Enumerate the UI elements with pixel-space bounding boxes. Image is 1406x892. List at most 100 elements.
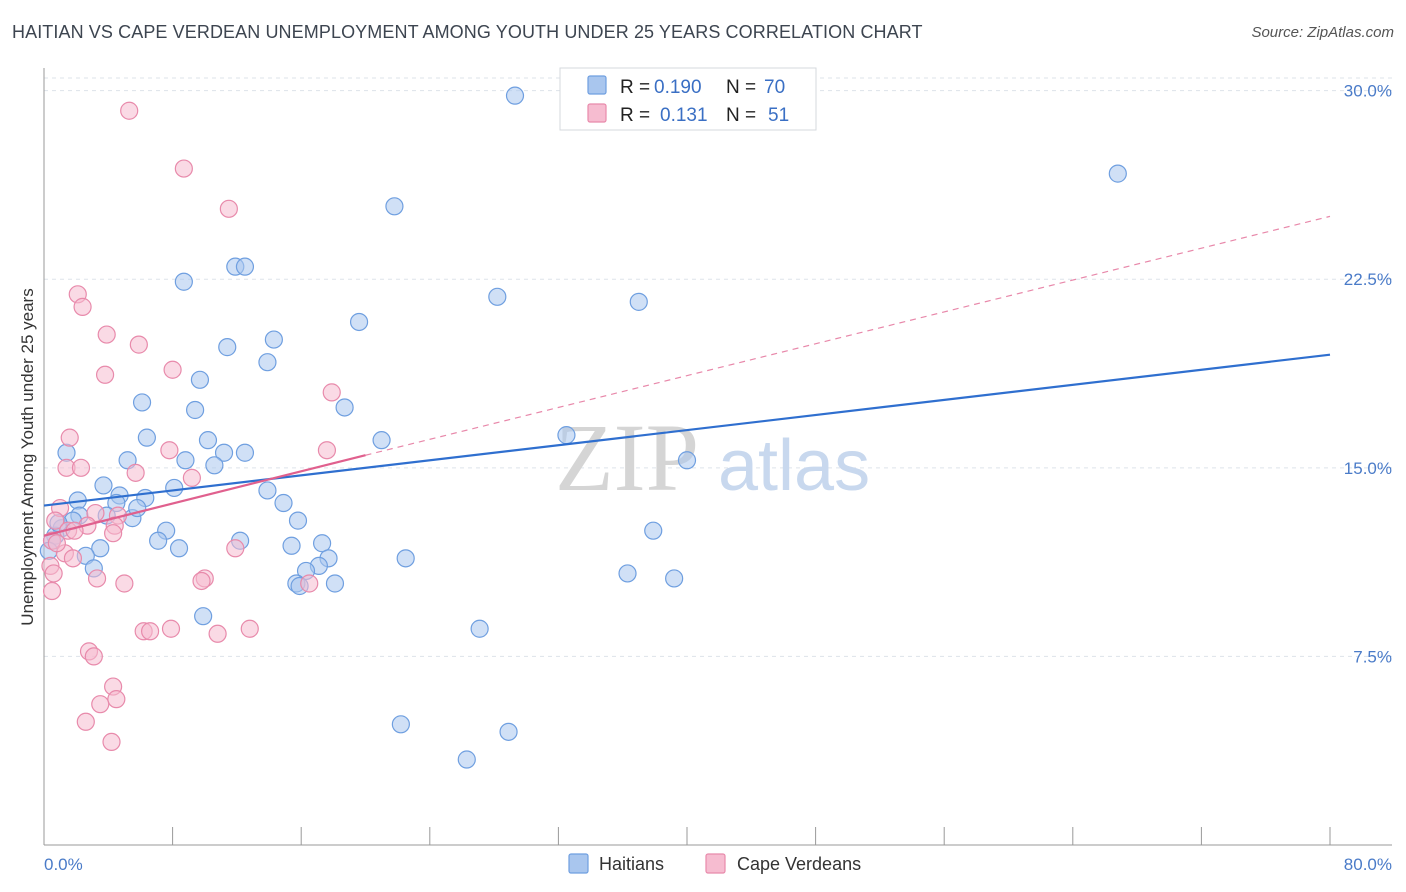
haitian-point xyxy=(137,428,156,447)
haitian-point xyxy=(325,574,345,593)
correlation-legend: R = 0.190 N = 70 R = 0.131 N = 51 xyxy=(559,67,817,131)
cape-verdean-point xyxy=(87,569,107,588)
y-axis-label: Unemployment Among Youth under 25 years xyxy=(18,288,37,625)
cape-verdean-point xyxy=(140,622,160,641)
source-label: Source: ZipAtlas.com xyxy=(1251,24,1394,41)
cape-verdean-point xyxy=(102,732,121,752)
x-tick-label-min: 0.0% xyxy=(44,855,83,874)
cape-verdean-point xyxy=(317,441,337,460)
cape-verdean-point xyxy=(160,441,179,460)
legend-swatch-haitians xyxy=(587,75,607,95)
legend-r-label-2: R = xyxy=(620,105,650,126)
cape-verdean-point xyxy=(240,619,259,638)
grid-lines xyxy=(44,77,1392,657)
haitian-point xyxy=(198,431,218,450)
haitian-point xyxy=(258,481,277,500)
cape-verdean-point xyxy=(208,624,227,643)
series-legend-swatch-haitians xyxy=(568,853,589,874)
haitian-point xyxy=(644,521,663,540)
cape-verdean-point xyxy=(46,511,65,530)
cape-verdean-point xyxy=(60,428,79,447)
haitian-point xyxy=(186,400,205,420)
cape-verdean-point xyxy=(322,383,341,402)
haitian-point xyxy=(488,287,507,306)
haitian-point xyxy=(557,426,576,445)
cape-verdean-point xyxy=(73,297,92,316)
cape-verdean-point xyxy=(76,712,95,731)
cape-verdean-point xyxy=(107,690,126,709)
cape-verdean-point xyxy=(161,619,181,638)
cape-verdean-point xyxy=(226,539,245,558)
haitian-point xyxy=(457,750,476,769)
series-legend-label-cape-verdeans: Cape Verdeans xyxy=(737,854,861,874)
haitian-point xyxy=(264,330,283,349)
cape-verdean-point xyxy=(163,360,182,379)
cape-verdeans-trend-extension xyxy=(365,215,1331,456)
haitian-point xyxy=(335,398,354,417)
haitian-point xyxy=(190,370,210,389)
haitian-point xyxy=(169,539,189,558)
y-tick-label: 22.5% xyxy=(1344,270,1392,289)
legend-n-label-2: N = xyxy=(726,105,756,126)
cape-verdean-point xyxy=(129,335,148,354)
haitian-point xyxy=(57,443,76,462)
haitian-point xyxy=(665,569,684,588)
haitian-point xyxy=(282,536,301,555)
cape-verdean-point xyxy=(95,365,115,384)
haitian-point xyxy=(214,443,234,462)
legend-r-value-2: 0.131 xyxy=(660,105,708,126)
haitian-point xyxy=(176,451,195,470)
haitian-point xyxy=(149,531,168,550)
watermark-zip: ZIP xyxy=(555,404,699,511)
cape-verdean-point xyxy=(42,581,62,601)
haitian-point xyxy=(235,257,255,276)
legend-r-label-1: R = xyxy=(620,77,650,98)
watermark: ZIP atlas xyxy=(555,404,870,511)
legend-swatch-cape-verdeans xyxy=(587,103,607,123)
y-tick-label: 30.0% xyxy=(1344,82,1392,101)
haitian-point xyxy=(677,451,697,470)
cape-verdean-point xyxy=(47,534,66,553)
legend-n-label-1: N = xyxy=(726,77,756,98)
haitian-point xyxy=(396,549,415,568)
series-legend-swatch-cape-verdeans xyxy=(705,853,726,874)
trend-lines xyxy=(43,215,1331,537)
series-legend: Haitians Cape Verdeans xyxy=(568,853,861,874)
x-ticks xyxy=(172,827,1331,845)
haitians-trend-line xyxy=(43,353,1331,507)
y-tick-label: 15.0% xyxy=(1344,459,1392,478)
haitian-point xyxy=(194,607,213,626)
cape-verdean-point xyxy=(104,524,123,543)
cape-verdean-point xyxy=(84,647,103,666)
haitian-point xyxy=(205,456,224,475)
haitian-point xyxy=(312,534,332,553)
cape-verdean-point xyxy=(91,695,110,714)
chart-title: HAITIAN VS CAPE VERDEAN UNEMPLOYMENT AMO… xyxy=(12,22,923,42)
haitian-point xyxy=(235,443,255,462)
cape-verdeans-points xyxy=(41,101,341,752)
y-tick-label: 7.5% xyxy=(1353,647,1392,666)
axes xyxy=(43,68,1392,846)
haitian-point xyxy=(288,511,308,530)
legend-n-value-2: 51 xyxy=(768,105,789,126)
cape-verdean-point xyxy=(300,574,319,593)
haitian-point xyxy=(391,715,410,734)
haitian-point xyxy=(505,86,525,105)
haitian-point xyxy=(94,476,113,495)
cape-verdean-point xyxy=(192,571,211,591)
cape-verdean-point xyxy=(120,101,139,120)
cape-verdean-point xyxy=(115,574,134,593)
cape-verdean-point xyxy=(174,159,193,178)
haitian-point xyxy=(165,478,184,498)
x-tick-label-max: 80.0% xyxy=(1344,855,1392,874)
cape-verdeans-trend-line xyxy=(43,454,366,537)
haitian-point xyxy=(385,197,404,216)
legend-n-value-1: 70 xyxy=(764,77,785,98)
legend-r-value-1: 0.190 xyxy=(654,77,702,98)
haitian-point xyxy=(174,272,193,291)
watermark-atlas: atlas xyxy=(718,426,870,506)
cape-verdean-point xyxy=(44,564,63,583)
haitian-point xyxy=(349,312,369,332)
haitian-point xyxy=(218,338,237,357)
